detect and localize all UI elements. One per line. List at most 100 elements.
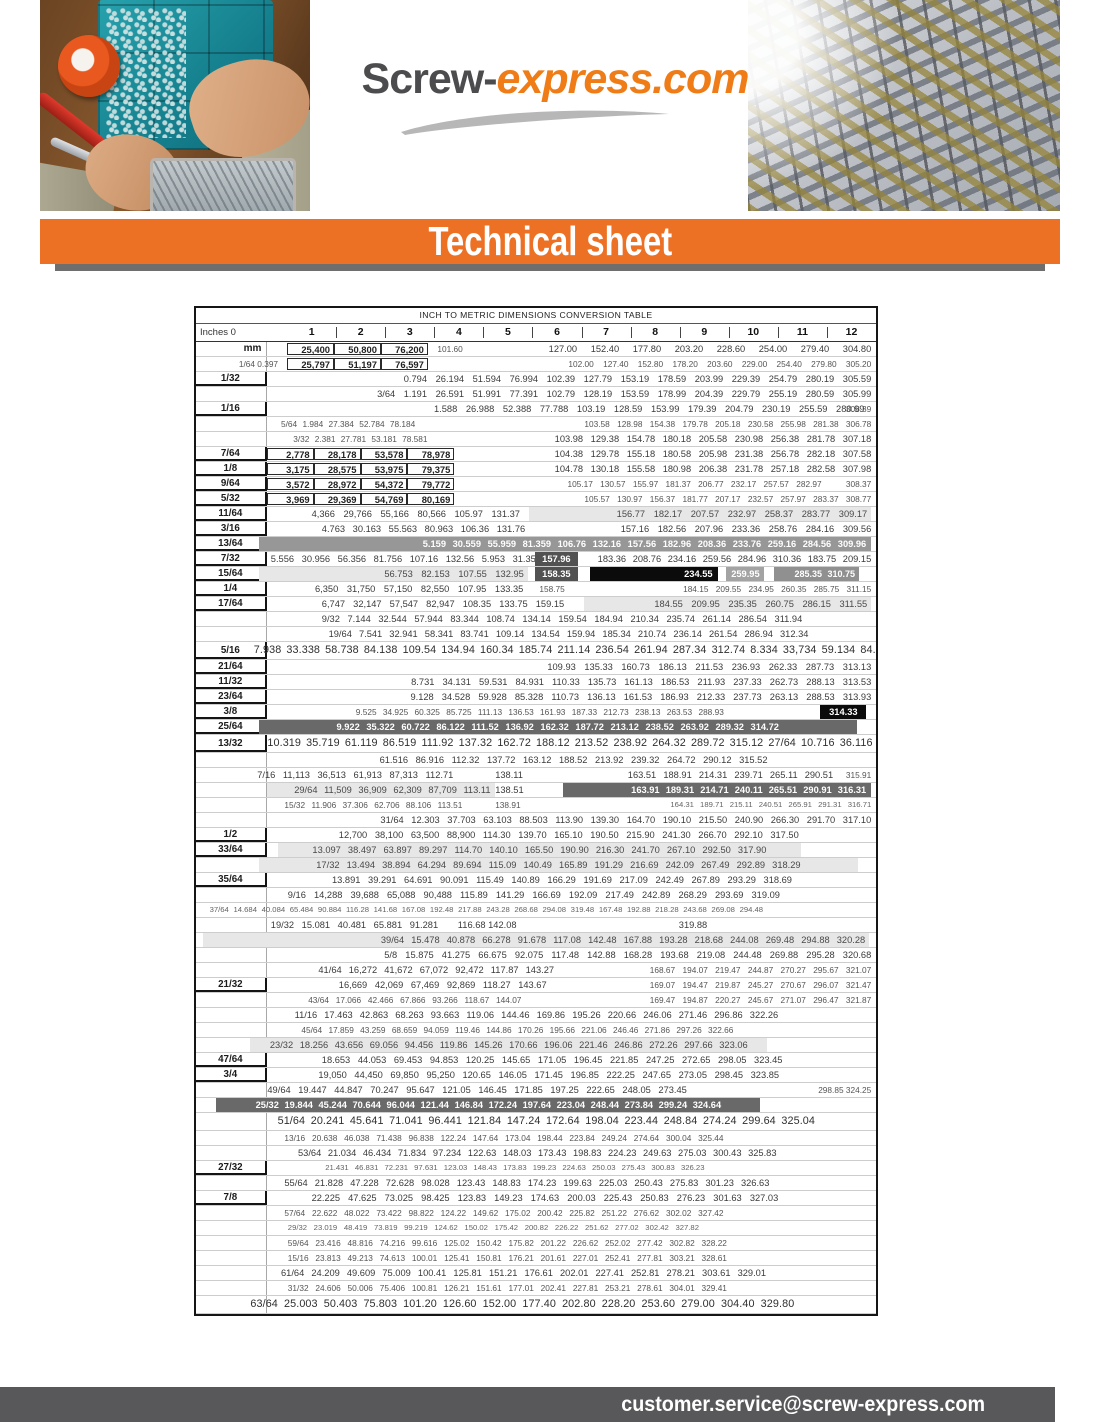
cell-values: 3/32 2.381 27.781 53.181 78.581 — [293, 434, 428, 444]
cell-values: 19/64 7.541 32.941 58.341 83.741 109.14 … — [328, 629, 809, 639]
row-fraction-label — [196, 918, 267, 932]
row-fraction-label — [196, 963, 267, 977]
logo-text-express: express.com — [496, 55, 750, 103]
cell-values: 76,597 — [380, 358, 428, 370]
cell-values: 43/64 17.066 42.466 67.866 93.266 118.67… — [308, 995, 522, 1005]
cell-values: 53/64 21.034 46.434 71.834 97.234 122.63… — [298, 1148, 777, 1158]
conversion-table-body: mm 25,400 50,800 76,200 101.60 127.00 152.40 … — [196, 342, 876, 1314]
cell-values: 1/64 0.397 — [238, 359, 279, 369]
footer-email[interactable]: customer.service@screw-express.com — [621, 1393, 985, 1416]
cell-values: 3,175 — [266, 463, 314, 475]
cell-values: 104.38 129.78 155.18 180.58 205.98 231.3… — [554, 449, 872, 459]
cell-values: 9/32 7.144 32.544 57.944 83.344 108.74 1… — [321, 614, 803, 624]
col-header: 6 — [554, 326, 560, 338]
row-fraction-label — [196, 813, 267, 827]
col-header: 5 — [505, 326, 511, 338]
col-divider — [728, 327, 730, 338]
header-photo-workbench — [40, 0, 310, 211]
table-row: 5/64 1.984 27.384 52.784 78.184 103.58 12… — [196, 417, 876, 432]
cell-values: 101.60 — [437, 344, 463, 354]
row-fraction-label — [196, 1281, 267, 1295]
cell-values: 59/64 23.416 48.816 74.216 99.616 125.02… — [287, 1238, 727, 1248]
logo-text-screw: Screw- — [361, 55, 498, 103]
row-fraction-label: 7/32 — [196, 552, 267, 566]
row-fraction-label — [196, 432, 267, 446]
cell-values: 5/8 15.875 41.275 66.675 92.075 117.48 1… — [384, 950, 872, 960]
table-row: 7/32 5.556 30.956 56.356 81.756 107.16 13… — [196, 552, 876, 567]
cell-values: 15/32 11.906 37.306 62.706 88.106 113.51 — [284, 800, 463, 810]
col-header: 12 — [845, 326, 858, 338]
table-row: 41/64 16,272 41,672 67,072 92,472 117.87… — [196, 963, 876, 978]
row-fraction-label: 1/16 — [196, 402, 267, 416]
logo: Screw-express.com — [340, 55, 770, 136]
cell-values: 54,769 — [360, 493, 408, 505]
cell-values: 157.16 182.56 207.96 233.36 258.76 284.1… — [620, 524, 872, 534]
cell-values: 5.556 30.956 56.356 81.756 107.16 132.56… — [270, 554, 542, 564]
table-row: 9/32 7.144 32.544 57.944 83.344 108.74 1… — [196, 612, 876, 627]
table-row: 31/32 24.606 50.006 75.406 100.81 126.21… — [196, 1281, 876, 1296]
cell-values: 28,178 — [313, 448, 361, 460]
cell-values: 53,578 — [360, 448, 408, 460]
cell-values: 3/64 1.191 26.591 51.991 77.391 102.79 1… — [377, 389, 872, 399]
table-row: 21/32 16,669 42,069 67,469 92,869 118.27 … — [196, 978, 876, 993]
cell-values: 183.36 208.76 234.16 259.56 284.96 310.3… — [597, 554, 872, 564]
table-row: 39/64 15.478 40.878 66.278 91.678 117.08… — [196, 933, 876, 948]
cell-values: 158.75 — [539, 584, 565, 594]
row-fraction-label — [196, 627, 267, 641]
table-row: 5/16 7.938 33.338 58.738 84.138 109.54 13… — [196, 642, 876, 660]
col-header: 9 — [701, 326, 708, 338]
cell-values: 10.319 35.719 61.119 86.519 111.92 137.3… — [267, 737, 873, 749]
screws-speckle-image — [106, 8, 186, 138]
table-row: 55/64 21.828 47.228 72.628 98.028 123.43… — [196, 1176, 876, 1191]
row-fraction-label: 17/64 — [196, 597, 267, 611]
cell-values: 109.93 135.33 160.73 186.13 211.53 236.9… — [547, 662, 872, 672]
table-row: 1/8 3,175 28,575 53,975 79,375 104.78 130.18 … — [196, 462, 876, 477]
cell-values: 158.35 — [534, 567, 579, 581]
cell-values: 4.763 30.163 55.563 80.963 106.36 131.76 — [321, 524, 526, 534]
cell-values: 11/16 17.463 42.863 68.263 93.663 119.06… — [294, 1010, 779, 1020]
col-header: 10 — [747, 326, 760, 338]
row-fraction-label — [196, 1296, 267, 1313]
row-fraction-label: 5/32 — [196, 492, 267, 506]
row-fraction-label — [196, 1176, 267, 1190]
col-divider — [777, 327, 779, 338]
row-fraction-label: 5/16 — [196, 642, 267, 659]
table-row: 3/4 19,050 44,450 69,850 95,250 120.65 14… — [196, 1068, 876, 1083]
cell-values: 76,200 — [380, 343, 428, 355]
table-row: 19/64 7.541 32.941 58.341 83.741 109.14 … — [196, 627, 876, 642]
table-row: 13/64 5.159 30.559 55.959 81.359 106.76 1… — [196, 537, 876, 552]
row-fraction-label: 47/64 — [196, 1053, 267, 1067]
row-fraction-label — [196, 753, 267, 767]
cell-values: 9/16 14,288 39,688 65,088 90,488 115.89 … — [287, 890, 780, 900]
row-fraction-label: 11/32 — [196, 675, 267, 689]
table-row: 63/64 25.003 50.403 75.803 101.20 126.60… — [196, 1296, 876, 1314]
cell-values: 41/64 16,272 41,672 67,072 92,472 117.87… — [318, 965, 555, 975]
col-header: 3 — [406, 326, 413, 338]
cell-values: 8.731 34.131 59.531 84.931 110.33 135.73… — [411, 677, 872, 687]
cell-values: 314.33 — [820, 705, 867, 719]
table-row: mm 25,400 50,800 76,200 101.60 127.00 152.40 … — [196, 342, 876, 357]
cell-values: 31/64 12.303 37.703 63.103 88.503 113.90… — [380, 815, 872, 825]
cell-values: 285.35 310.75 — [774, 567, 859, 581]
cell-values: 51,197 — [334, 358, 381, 370]
cell-values: 17/32 13.494 38.894 64.294 89.694 115.09… — [259, 858, 858, 872]
row-fraction-label: 25/64 — [196, 720, 267, 734]
cell-values: 61.516 86.916 112.32 137.72 163.12 188.5… — [379, 755, 768, 765]
row-fraction-label — [196, 417, 267, 431]
col-divider — [630, 327, 632, 338]
row-fraction-label — [196, 342, 267, 356]
col-header: 8 — [652, 326, 659, 338]
cell-values: 13.097 38.497 63.897 89.297 114.70 140.1… — [277, 843, 802, 857]
col-header: 11 — [796, 326, 808, 338]
table-row: 35/64 13.891 39.291 64.691 90.091 115.49 … — [196, 873, 876, 888]
cell-values: 156.77 182.17 207.57 232.97 258.37 283.7… — [529, 507, 872, 521]
row-fraction-label — [196, 783, 267, 797]
col-divider — [336, 327, 338, 338]
row-fraction-label — [196, 1131, 267, 1145]
cell-values: 5.159 30.559 55.959 81.359 106.76 132.16… — [259, 537, 872, 551]
cell-values: 9.128 34.528 59.928 85.328 110.73 136.13… — [410, 692, 872, 702]
cell-values: 63/64 25.003 50.403 75.803 101.20 126.60… — [250, 1298, 795, 1310]
cell-values: 157.96 — [534, 552, 579, 566]
table-row: 1/16 1.588 26.988 52.388 77.788 103.19 12… — [196, 402, 876, 417]
table-row: 51/64 20.241 45.641 71.041 96.441 121.84… — [196, 1113, 876, 1131]
